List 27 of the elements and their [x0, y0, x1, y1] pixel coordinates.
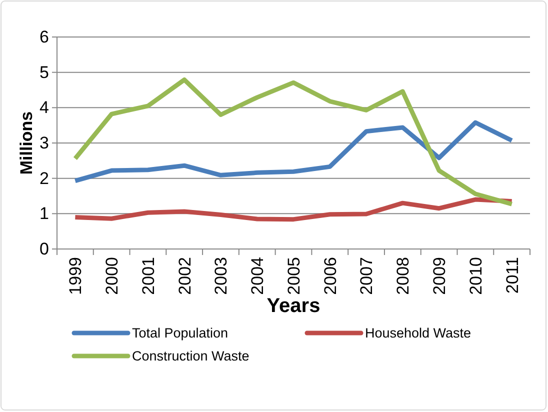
x-tick-label: 2009	[430, 257, 449, 295]
legend-label: Construction Waste	[132, 348, 250, 364]
x-tick-label: 1999	[66, 257, 86, 295]
y-tick-label: 0	[40, 239, 49, 258]
x-tick-label: 2011	[502, 257, 522, 294]
y-tick-label: 4	[40, 98, 49, 118]
line-series	[72, 78, 514, 206]
x-axis-title: Years	[266, 295, 320, 317]
x-tick-label: 2007	[357, 257, 376, 295]
x-tick-label: 2003	[212, 257, 231, 295]
x-tick-label: 2006	[320, 257, 340, 295]
x-tick-label: 2001	[138, 257, 158, 295]
y-tick-label: 3	[40, 133, 49, 152]
y-tick-label: 6	[40, 27, 49, 46]
x-tick-label: 2000	[102, 257, 122, 295]
y-tick-label: 5	[40, 62, 49, 82]
x-tick-label: 2002	[175, 257, 194, 295]
line-series	[72, 120, 514, 184]
y-axis-title: Millions	[17, 111, 36, 175]
x-tick-label: 2010	[466, 257, 486, 295]
x-tick-label: 2008	[394, 257, 413, 295]
x-tick-label: 2004	[248, 257, 268, 295]
x-tick-label: 2005	[284, 257, 304, 295]
y-tick-label: 1	[40, 204, 49, 224]
y-tick-label: 2	[40, 168, 49, 188]
legend-label: Household Waste	[365, 326, 472, 341]
legend-label: Total Population	[132, 326, 228, 341]
